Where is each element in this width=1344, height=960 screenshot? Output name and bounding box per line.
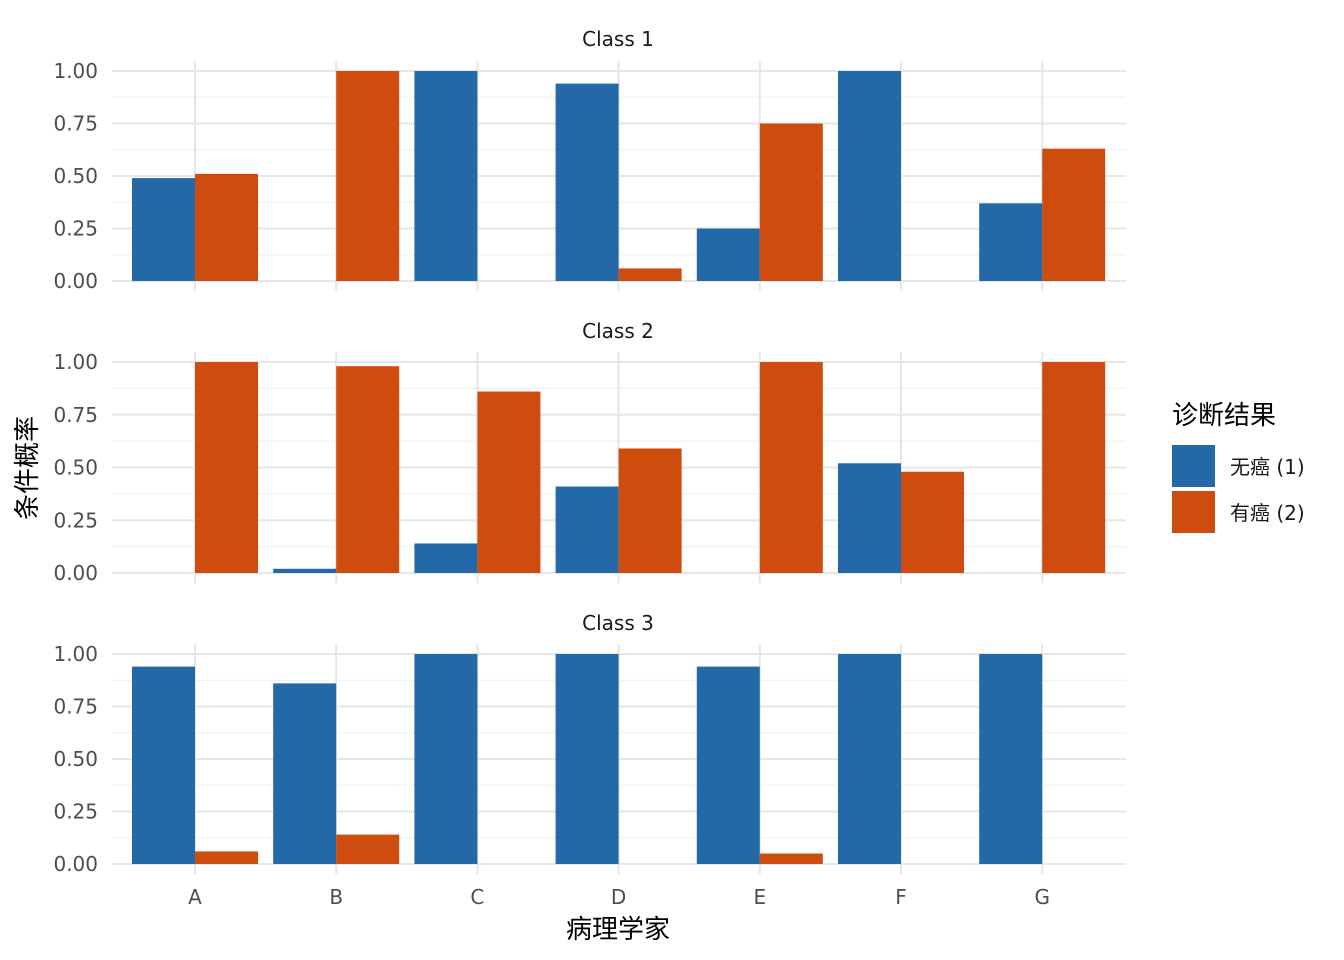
y-tick-label: 0.75 bbox=[53, 112, 98, 136]
bar-B-series-1 bbox=[273, 683, 337, 864]
x-tick-label: C bbox=[470, 885, 484, 909]
bar-F-series-1 bbox=[838, 654, 901, 864]
y-tick-label: 0.25 bbox=[53, 217, 98, 241]
bar-G-series-2 bbox=[1042, 148, 1106, 281]
y-axis-title: 条件概率 bbox=[13, 416, 43, 520]
legend: 诊断结果 无癌 (1) 有癌 (2) bbox=[1172, 401, 1305, 533]
bar-B-series-2 bbox=[336, 834, 400, 864]
bar-E-series-2 bbox=[759, 362, 823, 573]
bar-F-series-2 bbox=[901, 471, 964, 573]
y-tick-label: 0.75 bbox=[53, 403, 98, 427]
legend-key bbox=[1172, 445, 1215, 487]
y-tick-label: 0.50 bbox=[53, 164, 98, 188]
legend-label: 无癌 (1) bbox=[1230, 455, 1305, 479]
y-tick-label: 0.00 bbox=[53, 269, 98, 293]
y-tick-label: 0.25 bbox=[53, 800, 98, 824]
y-tick-label: 0.25 bbox=[53, 508, 98, 532]
bar-C-series-2 bbox=[477, 391, 541, 573]
bar-E-series-1 bbox=[696, 228, 760, 281]
x-tick-label: B bbox=[329, 885, 343, 909]
bar-D-series-2 bbox=[618, 268, 682, 281]
x-axis: A B C D E F G bbox=[188, 885, 1050, 909]
bar-A-series-1 bbox=[132, 666, 195, 864]
legend-entries: 无癌 (1) 有癌 (2) bbox=[1172, 445, 1305, 533]
bar-G-series-1 bbox=[979, 203, 1043, 281]
bar-B-series-2 bbox=[336, 71, 400, 281]
y-tick-label: 1.00 bbox=[53, 642, 98, 666]
x-tick-label: A bbox=[188, 885, 202, 909]
bar-C-series-1 bbox=[414, 71, 478, 281]
bar-E-series-1 bbox=[696, 666, 760, 864]
bar-G-series-2 bbox=[1042, 362, 1106, 573]
panel-title: Class 2 bbox=[582, 319, 654, 343]
panel-title: Class 1 bbox=[582, 27, 654, 51]
panel-1: 0.00 0.25 0.50 0.75 1.00 Class 1 bbox=[53, 27, 1126, 293]
legend-label: 有癌 (2) bbox=[1230, 501, 1305, 525]
bar-D-series-1 bbox=[555, 486, 619, 573]
y-tick-label: 1.00 bbox=[53, 59, 98, 83]
bar-D-series-1 bbox=[555, 654, 619, 864]
bar-E-series-2 bbox=[759, 853, 823, 864]
bar-A-series-1 bbox=[132, 178, 195, 281]
panel-title: Class 3 bbox=[582, 611, 654, 635]
y-tick-label: 1.00 bbox=[53, 350, 98, 374]
y-tick-label: 0.50 bbox=[53, 747, 98, 771]
legend-title: 诊断结果 bbox=[1172, 401, 1276, 431]
panel-2: 0.00 0.25 0.50 0.75 1.00 Class 2 bbox=[53, 319, 1126, 585]
y-tick-label: 0.75 bbox=[53, 695, 98, 719]
bar-A-series-2 bbox=[195, 173, 258, 281]
bar-F-series-1 bbox=[838, 463, 901, 573]
x-tick-label: G bbox=[1034, 885, 1050, 909]
bar-B-series-1 bbox=[273, 568, 337, 573]
bar-A-series-2 bbox=[195, 362, 258, 573]
bar-C-series-1 bbox=[414, 654, 478, 864]
y-tick-label: 0.00 bbox=[53, 561, 98, 585]
y-tick-label: 0.00 bbox=[53, 852, 98, 876]
x-axis-title: 病理学家 bbox=[566, 915, 670, 945]
bar-G-series-1 bbox=[979, 654, 1043, 864]
bar-D-series-1 bbox=[555, 83, 619, 281]
x-tick-label: D bbox=[611, 885, 626, 909]
legend-key bbox=[1172, 491, 1215, 533]
bar-B-series-2 bbox=[336, 366, 400, 573]
bar-E-series-2 bbox=[759, 123, 823, 281]
panel-3: 0.00 0.25 0.50 0.75 1.00 Class 3 bbox=[53, 611, 1126, 876]
y-tick-label: 0.50 bbox=[53, 456, 98, 480]
x-tick-label: E bbox=[753, 885, 766, 909]
bar-F-series-1 bbox=[838, 71, 901, 281]
bar-D-series-2 bbox=[618, 448, 682, 573]
x-tick-label: F bbox=[895, 885, 907, 909]
bar-A-series-2 bbox=[195, 851, 258, 864]
bar-C-series-1 bbox=[414, 543, 478, 573]
